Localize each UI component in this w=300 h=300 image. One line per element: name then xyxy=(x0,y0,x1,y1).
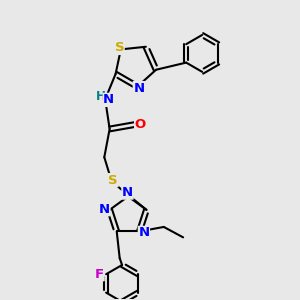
Text: H: H xyxy=(96,90,106,103)
Text: N: N xyxy=(99,203,110,216)
Text: N: N xyxy=(133,82,144,94)
Text: F: F xyxy=(95,268,104,281)
Text: N: N xyxy=(103,93,114,106)
Text: S: S xyxy=(115,41,124,54)
Text: N: N xyxy=(138,226,149,239)
Text: N: N xyxy=(122,186,133,199)
Text: O: O xyxy=(135,118,146,131)
Text: S: S xyxy=(108,174,118,187)
